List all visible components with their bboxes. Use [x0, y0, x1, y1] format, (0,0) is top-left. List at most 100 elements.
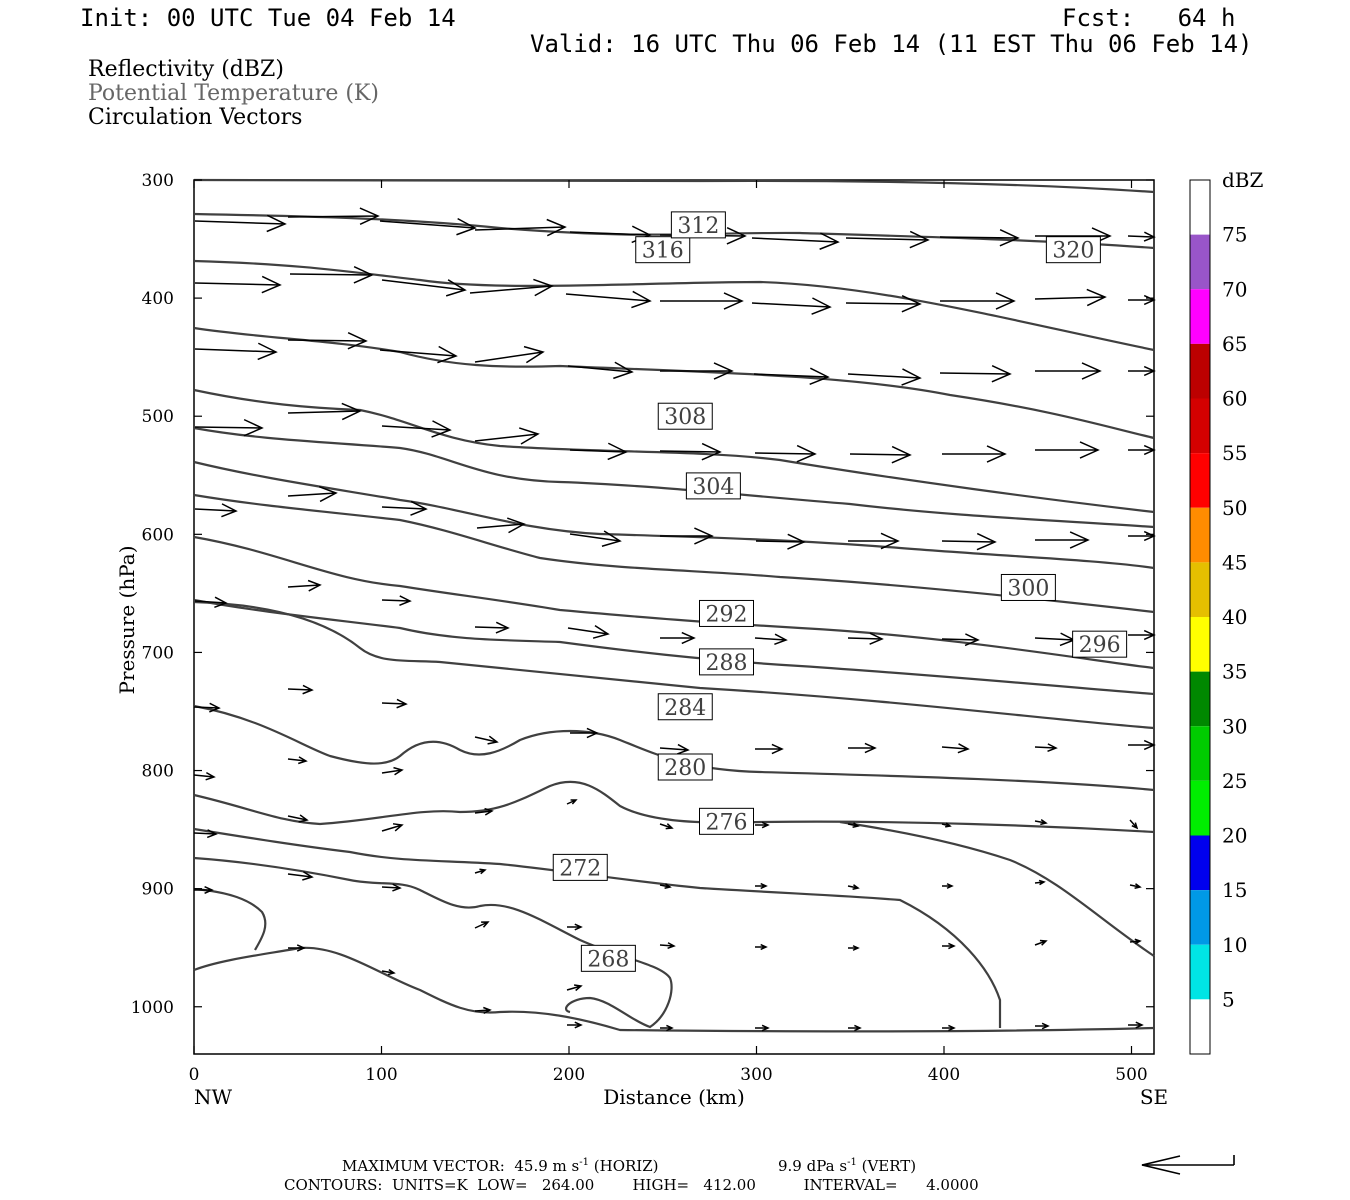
colorbar-swatch — [1190, 671, 1210, 727]
colorbar-level-label: 65 — [1222, 332, 1247, 356]
circulation-vector — [569, 442, 628, 461]
circulation-vector — [755, 821, 770, 829]
colorbar-level-label: 60 — [1222, 387, 1247, 411]
circulation-vector — [940, 292, 1016, 310]
circulation-vector — [566, 984, 583, 992]
contour-label: 304 — [692, 475, 734, 500]
contour-label-box — [699, 807, 754, 835]
circulation-vector — [1035, 362, 1102, 380]
theta-contour-line — [193, 946, 1155, 1033]
circulation-vector — [474, 345, 545, 364]
contour-label-box — [685, 472, 741, 500]
max-vert-value: 9.9 dPa s — [778, 1157, 848, 1175]
title-reflectivity: Reflectivity (dBZ) — [88, 57, 284, 82]
circulation-vector — [287, 402, 362, 421]
circulation-vector — [287, 579, 322, 592]
contour-label: 284 — [664, 696, 706, 721]
y-tick-label: 900 — [142, 880, 174, 900]
circulation-vector — [474, 621, 510, 634]
contour-label-box — [580, 944, 636, 972]
circulation-vector — [660, 292, 744, 310]
circulation-vector — [755, 1024, 770, 1032]
x-tick-label: 300 — [740, 1065, 772, 1085]
circulation-vector — [660, 1024, 674, 1032]
colorbar-level-label: 40 — [1222, 605, 1247, 629]
circulation-vector — [565, 290, 652, 309]
colorbar-swatch — [1190, 507, 1210, 563]
colorbar-swatch — [1190, 944, 1210, 1000]
circulation-vector — [942, 883, 954, 889]
circulation-vector — [381, 968, 396, 976]
circulation-vector — [845, 294, 922, 313]
colorbar-swatch — [1190, 234, 1210, 290]
colorbar-swatch — [1190, 999, 1210, 1054]
circulation-vector — [194, 214, 287, 233]
contour-label: 280 — [664, 756, 706, 781]
contour-label-box — [657, 693, 713, 721]
x-end-left: NW — [194, 1085, 233, 1109]
dbz-colorbar: 5 10 15 20 25 30 35 40 45 50 55 60 65 70 75 — [1189, 179, 1247, 1055]
circulation-vector — [751, 232, 840, 250]
circulation-vector — [474, 218, 567, 237]
circulation-vector — [287, 331, 368, 350]
circulation-vector — [755, 882, 768, 890]
contour-label-box — [670, 211, 726, 239]
colorbar-swatch — [1190, 780, 1210, 836]
circulation-vector — [570, 727, 599, 739]
x-tick-label: 100 — [365, 1065, 397, 1085]
circulation-vector — [755, 943, 768, 951]
colorbar-level-label: 55 — [1222, 441, 1247, 465]
y-tick-label: 400 — [142, 289, 174, 309]
colorbar-swatch — [1190, 726, 1210, 781]
contour-label: 276 — [706, 810, 748, 835]
contour-label: 308 — [664, 405, 706, 430]
y-axis-label: Pressure (hPa) — [115, 546, 139, 695]
colorbar-level-label: 20 — [1222, 824, 1247, 848]
circulation-vector — [848, 742, 877, 754]
title-circulation-vectors: Circulation Vectors — [88, 105, 303, 130]
contour-label-box — [699, 599, 754, 627]
circulation-vector — [754, 444, 817, 463]
circulation-vector — [941, 532, 997, 551]
circulation-vector — [1128, 444, 1156, 456]
circulation-vector — [381, 500, 428, 516]
circulation-vector — [755, 533, 806, 550]
colorbar-swatch — [1190, 890, 1210, 945]
circulation-vector — [751, 297, 832, 315]
vert-exponent: -1 — [847, 1157, 857, 1168]
circulation-vector — [660, 527, 714, 545]
circulation-vector — [847, 368, 922, 386]
circulation-vector — [381, 883, 402, 892]
circulation-vector — [659, 942, 676, 950]
circulation-vector — [1034, 939, 1048, 946]
circulation-vector — [1035, 1022, 1050, 1030]
circulation-vector — [941, 633, 980, 647]
theta-contour-line — [193, 780, 1155, 834]
contour-label-box — [657, 753, 713, 781]
colorbar-swatch — [1190, 453, 1210, 508]
circulation-vector — [381, 698, 408, 709]
circulation-vector — [941, 822, 952, 828]
contour-label: 296 — [1079, 633, 1121, 658]
circulation-vector — [1129, 938, 1142, 945]
circulation-vector — [569, 530, 622, 547]
reference-vector-icon — [1141, 1155, 1235, 1175]
theta-contour-line — [193, 856, 673, 1029]
contour-label: 272 — [559, 856, 601, 881]
y-tick-label: 300 — [142, 171, 174, 191]
circulation-vector — [1128, 739, 1156, 751]
contour-label: 292 — [706, 602, 748, 627]
circulation-vector — [289, 266, 374, 284]
y-tick-label: 1000 — [131, 998, 174, 1018]
colorbar-level-label: 5 — [1222, 987, 1235, 1011]
circulation-vector — [1034, 743, 1058, 753]
colorbar-level-label: 50 — [1222, 496, 1247, 520]
y-tick-label: 500 — [142, 407, 174, 427]
theta-contour-line — [193, 704, 1155, 792]
y-tick-label: 700 — [142, 643, 174, 663]
y-tick-label: 600 — [142, 525, 174, 545]
colorbar-level-label: 30 — [1222, 714, 1247, 738]
circulation-vector — [1034, 819, 1048, 826]
circulation-vector — [567, 923, 583, 931]
legend-max-vert: 9.9 dPa s-1 (VERT) — [778, 1157, 916, 1175]
